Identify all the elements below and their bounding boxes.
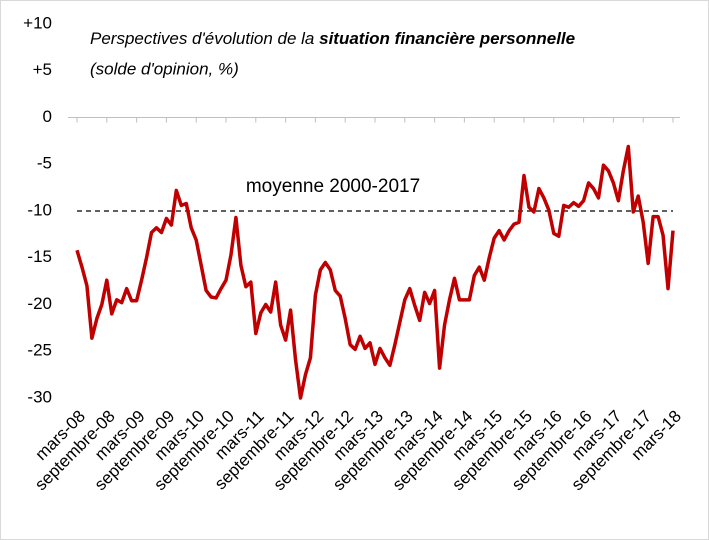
y-tick-label: +5 <box>33 60 52 79</box>
y-tick-label: 0 <box>43 107 52 126</box>
y-tick-label: -20 <box>27 294 52 313</box>
y-tick-label: -25 <box>27 341 52 360</box>
title-bold-text: situation financière personnelle <box>319 29 575 48</box>
chart-title: Perspectives d'évolution de la situation… <box>90 29 575 48</box>
y-tick-label: -10 <box>27 200 52 219</box>
y-tick-label: -5 <box>37 154 52 173</box>
y-tick-label: -30 <box>27 387 52 406</box>
reference-label: moyenne 2000-2017 <box>246 176 420 197</box>
title-text: Perspectives d'évolution de la <box>90 29 319 48</box>
y-tick-label: +10 <box>23 13 52 32</box>
y-tick-label: -15 <box>27 247 52 266</box>
data-line <box>75 144 675 400</box>
chart-subtitle: (solde d'opinion, %) <box>90 59 239 78</box>
